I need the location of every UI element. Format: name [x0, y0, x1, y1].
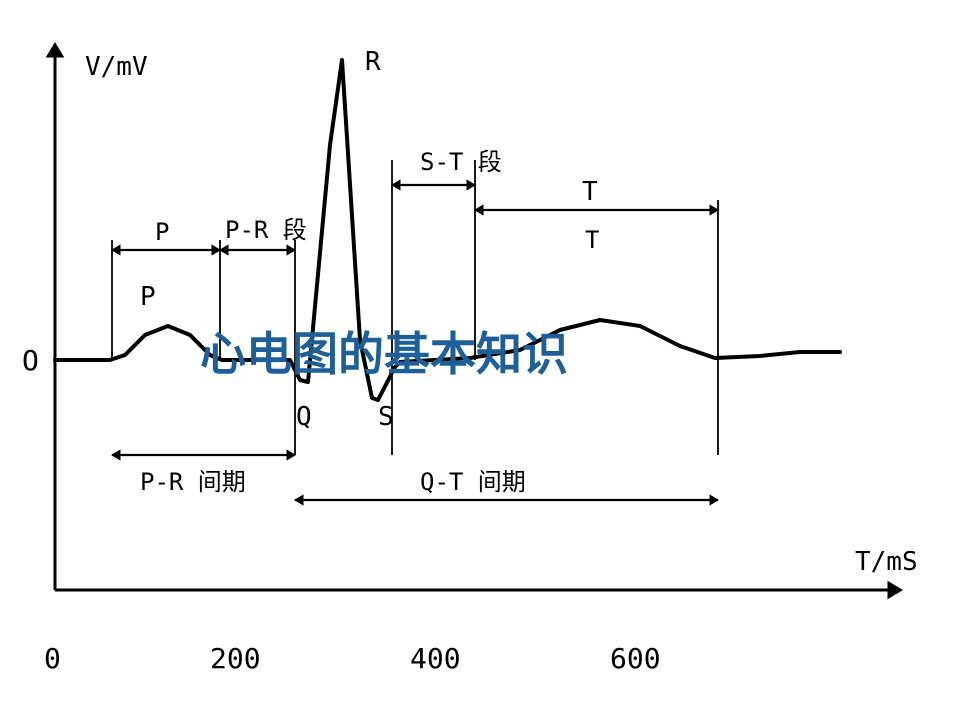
- interval-label-pr-seg: P-R 段: [225, 216, 307, 244]
- ecg-diagram-stage: { "canvas": { "width": 960, "height": 72…: [0, 0, 960, 720]
- x-tick-label: 200: [210, 642, 261, 675]
- slide-title: 心电图的基本知识: [200, 318, 568, 384]
- interval-label-st-seg: S-T 段: [420, 148, 502, 176]
- y-axis-label: V/mV: [85, 52, 148, 82]
- x-axis-label: T/mS: [855, 547, 918, 577]
- interval-label-pr-int: P-R 间期: [140, 468, 246, 496]
- wave-label-p: P: [140, 282, 156, 312]
- wave-label-t: T: [582, 177, 598, 207]
- wave-label-q: Q: [296, 402, 312, 432]
- x-tick-label: 400: [410, 642, 461, 675]
- x-tick-label: 600: [610, 642, 661, 675]
- wave-label-r: R: [365, 47, 381, 77]
- interval-label-qt-int: Q-T 间期: [420, 468, 526, 496]
- wave-label-s: S: [378, 402, 394, 432]
- origin-label: O: [22, 344, 39, 377]
- interval-label-t-width: T: [585, 226, 599, 254]
- interval-label-p-width: P: [155, 218, 169, 246]
- x-tick-label: 0: [44, 642, 61, 675]
